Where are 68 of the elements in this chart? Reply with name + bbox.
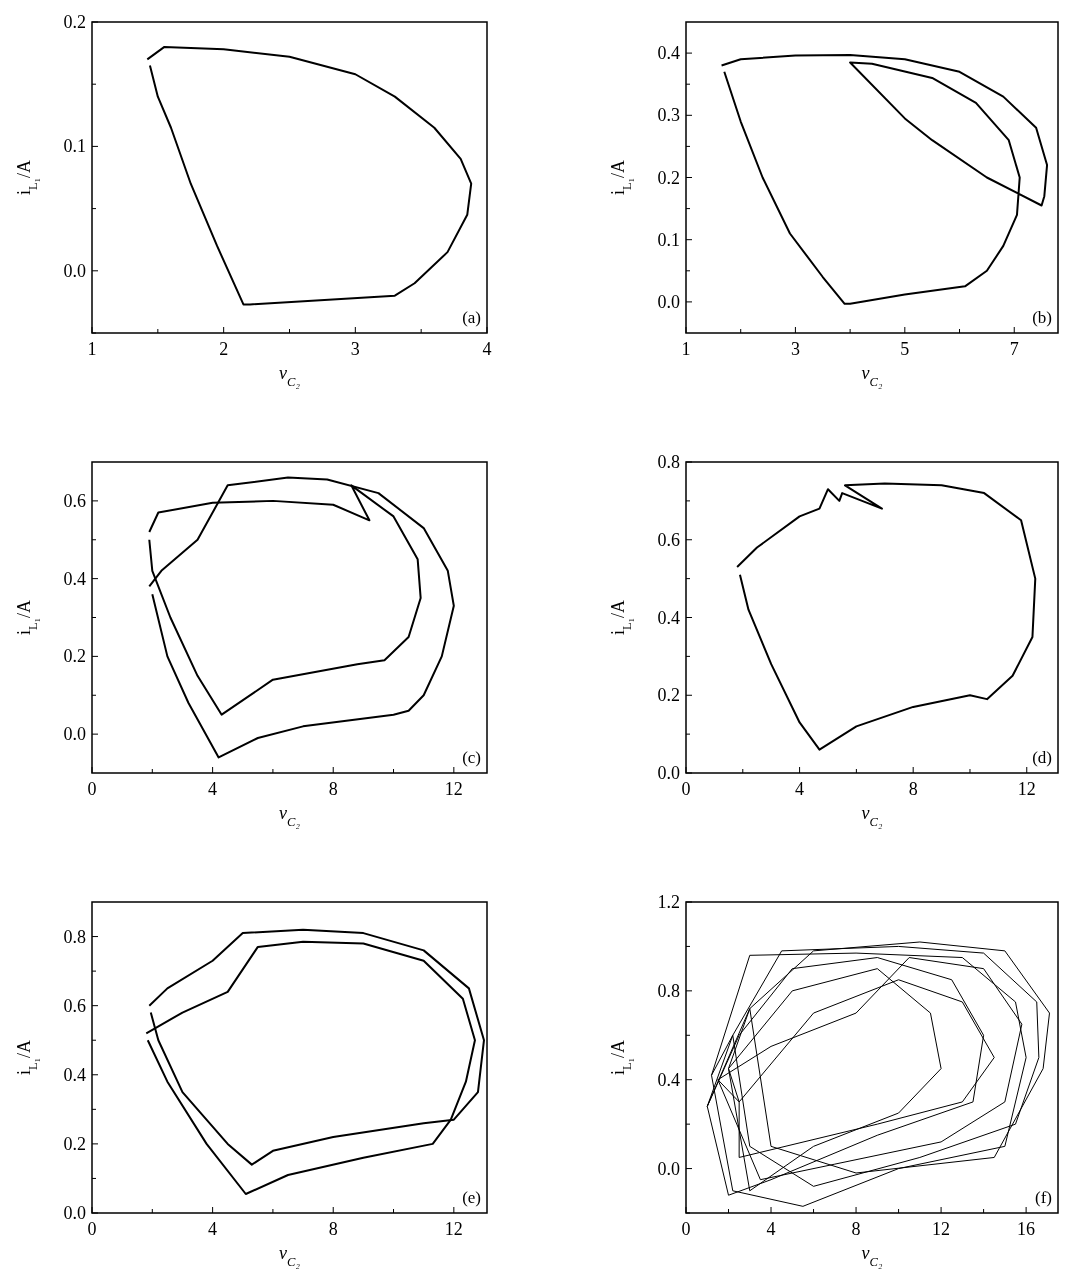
x-axis-title: v$_{C₂}$ <box>279 1243 301 1269</box>
x-tick-label: 4 <box>766 1219 776 1239</box>
y-tick-label: 0.0 <box>657 291 680 312</box>
x-tick-label: 12 <box>1017 779 1036 799</box>
x-axis-title: v$_{C₂}$ <box>861 1243 884 1269</box>
x-axis-title: v$_{C₂}$ <box>861 363 884 389</box>
x-tick-label: 12 <box>444 1219 463 1239</box>
x-tick-label: 4 <box>482 339 492 359</box>
x-axis-title: v$_{C₂}$ <box>861 803 884 829</box>
line-series <box>148 476 455 759</box>
y-tick-label: 0.1 <box>657 229 680 250</box>
y-tick-label: 0.8 <box>63 926 86 947</box>
line-series <box>146 45 473 306</box>
y-tick-label: 0.0 <box>63 724 86 745</box>
y-tick-label: 0.6 <box>63 995 86 1016</box>
x-tick-label: 2 <box>219 339 229 359</box>
line-series <box>736 482 1037 751</box>
x-tick-label: 8 <box>908 779 918 799</box>
x-tick-label: 12 <box>444 779 463 799</box>
y-tick-label: 0.3 <box>657 105 680 126</box>
line-series <box>720 53 1049 305</box>
y-tick-label: 0.6 <box>63 490 86 511</box>
y-tick-label: 0.4 <box>657 1069 680 1090</box>
x-tick-label: 0 <box>681 1219 691 1239</box>
y-tick-label: 0.2 <box>63 12 86 32</box>
annotation: (b) <box>1032 308 1052 327</box>
x-axis-title: v$_{C₂}$ <box>279 363 301 389</box>
y-tick-label: 0.4 <box>657 607 680 628</box>
x-axis-title: v$_{C₂}$ <box>279 803 301 829</box>
y-tick-label: 0.4 <box>63 1064 86 1085</box>
x-tick-label: 4 <box>208 779 218 799</box>
x-tick-label: 8 <box>328 779 338 799</box>
y-tick-label: 0.2 <box>63 1133 86 1154</box>
y-tick-label: 0.1 <box>63 136 86 157</box>
annotation: (e) <box>462 1188 481 1207</box>
x-tick-label: 1 <box>87 339 97 359</box>
x-tick-label: 5 <box>900 339 910 359</box>
y-tick-label: 0.2 <box>657 685 680 706</box>
x-tick-label: 7 <box>1009 339 1019 359</box>
line-series <box>706 941 1050 1207</box>
y-tick-label: 0.8 <box>657 980 680 1001</box>
x-tick-label: 0 <box>87 1219 97 1239</box>
y-tick-label: 0.0 <box>657 763 680 783</box>
x-tick-label: 0 <box>87 779 97 799</box>
annotation: (a) <box>462 308 481 327</box>
y-tick-label: 0.6 <box>657 529 680 550</box>
x-tick-label: 3 <box>350 339 360 359</box>
y-tick-label: 0.4 <box>63 568 86 589</box>
x-tick-label: 8 <box>851 1219 861 1239</box>
x-tick-label: 1 <box>681 339 691 359</box>
x-tick-label: 0 <box>681 779 691 799</box>
y-tick-label: 0.0 <box>63 260 86 281</box>
x-tick-label: 3 <box>790 339 800 359</box>
y-tick-label: 0.4 <box>657 43 680 64</box>
y-tick-label: 0.0 <box>63 1203 86 1223</box>
y-tick-label: 0.8 <box>657 452 680 472</box>
y-tick-label: 0.2 <box>63 646 86 667</box>
y-tick-label: 0.0 <box>657 1158 680 1179</box>
y-tick-label: 1.2 <box>657 892 680 912</box>
annotation: (c) <box>462 748 481 767</box>
annotation: (d) <box>1032 748 1052 767</box>
annotation: (f) <box>1035 1188 1052 1207</box>
x-tick-label: 16 <box>1017 1219 1036 1239</box>
x-tick-label: 4 <box>208 1219 218 1239</box>
x-tick-label: 12 <box>932 1219 951 1239</box>
y-tick-label: 0.2 <box>657 167 680 188</box>
x-tick-label: 8 <box>328 1219 338 1239</box>
x-tick-label: 4 <box>795 779 805 799</box>
